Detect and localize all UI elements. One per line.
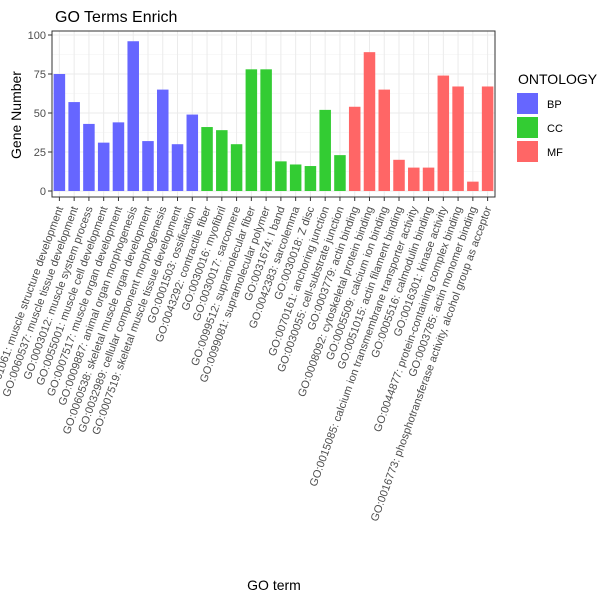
x-axis-tick-labels: GO:0061061: muscle structure development…: [0, 197, 495, 523]
bar-bp: [83, 123, 95, 191]
bar-bp: [142, 141, 154, 191]
bar-cc: [289, 164, 302, 191]
bar-mf: [378, 89, 391, 191]
bar-cc: [230, 144, 243, 191]
y-tick-label: 50: [34, 108, 46, 120]
bar-cc: [216, 130, 228, 191]
bar-bp: [97, 142, 110, 191]
bar-mf: [467, 181, 479, 191]
bar-mf: [393, 159, 405, 191]
plot-area: [51, 30, 496, 198]
bar-mf: [437, 75, 450, 191]
bar-cc: [319, 109, 331, 191]
bar-mf: [452, 86, 464, 191]
y-tick-label: 25: [34, 147, 46, 159]
bar-cc: [275, 161, 287, 191]
bar-bp: [127, 41, 139, 191]
bar-cc: [304, 166, 317, 191]
bar-mf: [363, 52, 376, 191]
bar-bp: [156, 89, 169, 191]
y-axis-title: Gene Number: [8, 71, 24, 159]
plot-background: [52, 31, 495, 197]
bar-bp: [171, 144, 184, 191]
y-axis-tick-labels: 0 25 50 75 100: [28, 30, 52, 198]
bar-bp: [68, 102, 80, 191]
bar-mf: [348, 106, 361, 191]
legend-label-mf: MF: [547, 147, 563, 159]
bar-bp: [53, 74, 66, 191]
bar-mf: [481, 86, 494, 191]
y-tick-label: 75: [34, 69, 46, 81]
legend-key-bp: [517, 93, 538, 114]
bar-mf: [408, 167, 420, 191]
y-tick-label: 100: [28, 30, 46, 42]
y-tick-label: 0: [40, 186, 46, 198]
bar-cc: [334, 155, 346, 191]
bar-bp: [112, 122, 125, 191]
x-axis-title: GO term: [247, 577, 301, 593]
chart-title: GO Terms Enrich: [55, 9, 177, 26]
bar-cc: [260, 69, 272, 191]
legend-key-cc: [517, 117, 538, 138]
legend-key-mf: [517, 141, 538, 162]
bar-cc: [201, 127, 213, 191]
legend-label-bp: BP: [547, 99, 562, 111]
legend-label-cc: CC: [547, 123, 563, 135]
bar-bp: [186, 114, 199, 191]
bar-cc: [245, 69, 258, 191]
legend-title: ONTOLOGY: [518, 71, 598, 87]
legend: ONTOLOGY BP CC MF: [517, 71, 598, 162]
bar-mf: [422, 167, 435, 191]
plot-border: [51, 30, 496, 198]
